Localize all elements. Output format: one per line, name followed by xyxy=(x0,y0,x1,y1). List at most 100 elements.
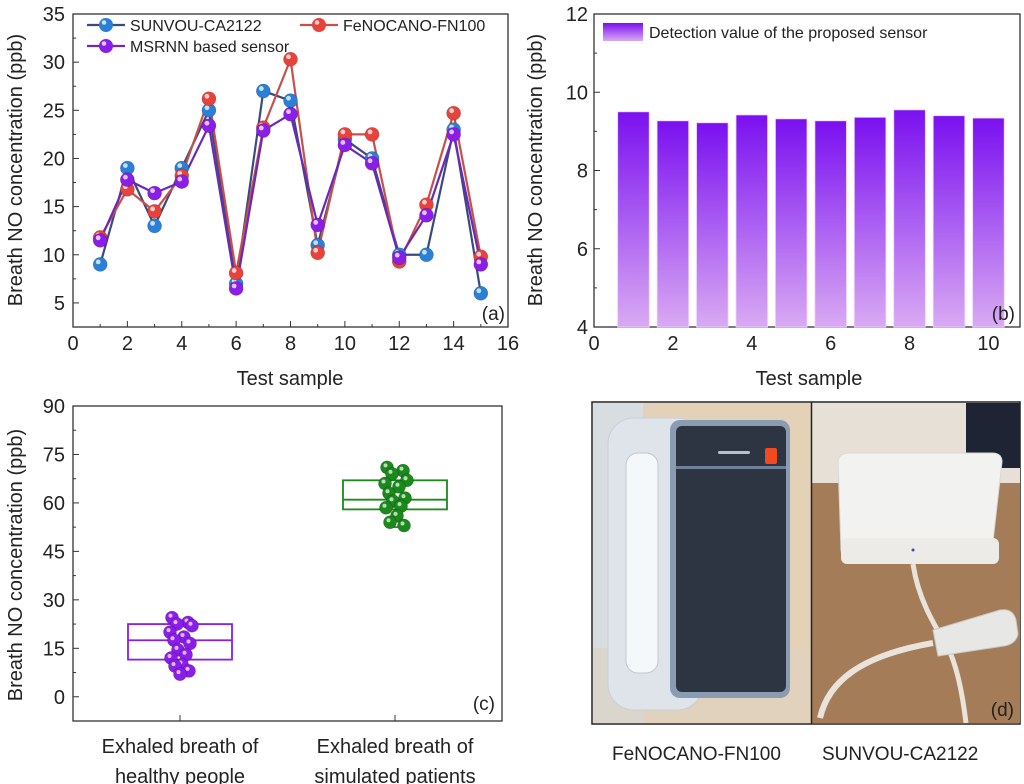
point-highlight xyxy=(395,482,400,487)
legend-marker xyxy=(99,18,113,32)
y-tick-label: 60 xyxy=(43,493,65,515)
x-tick-label: 8 xyxy=(285,333,296,355)
point-highlight xyxy=(168,613,173,618)
legend-marker xyxy=(312,18,326,32)
y-tick-label: 12 xyxy=(566,4,588,26)
data-point xyxy=(473,285,489,301)
data-point xyxy=(337,137,353,153)
x-tick-label: 12 xyxy=(388,333,410,355)
legend-marker-highlight xyxy=(101,20,107,25)
point-highlight xyxy=(258,86,264,91)
point-highlight xyxy=(167,654,172,658)
data-point xyxy=(392,479,406,494)
point-highlight xyxy=(449,129,455,135)
point-highlight xyxy=(150,220,155,226)
point-highlight xyxy=(403,476,408,481)
y-tick-label: 35 xyxy=(43,4,65,26)
data-point xyxy=(419,247,434,263)
point-highlight xyxy=(397,502,402,507)
point-highlight xyxy=(204,105,210,111)
data-point xyxy=(446,105,461,121)
point-highlight xyxy=(393,511,398,516)
x-tick-label: 14 xyxy=(443,333,465,355)
photo-fenocano-device xyxy=(593,403,811,723)
data-point xyxy=(174,174,190,189)
data-point xyxy=(446,127,461,142)
point-highlight xyxy=(340,140,346,145)
data-point xyxy=(173,667,187,681)
point-highlight xyxy=(313,240,319,246)
point-highlight xyxy=(95,259,101,265)
photo-sunvou-device xyxy=(812,403,1020,724)
x-category-label: Exhaled breath of xyxy=(102,736,259,758)
x-category-label: healthy people xyxy=(115,766,245,784)
point-highlight xyxy=(422,210,427,216)
point-highlight xyxy=(422,199,427,205)
x-tick-label: 2 xyxy=(667,333,678,355)
point-highlight xyxy=(204,93,210,99)
box xyxy=(342,479,448,511)
bar xyxy=(932,115,966,328)
x-tick-label: 2 xyxy=(122,333,133,355)
panel-a-label: (a) xyxy=(482,304,505,325)
bar xyxy=(893,109,926,328)
bar xyxy=(735,114,768,328)
panel-a-xlabel: Test sample xyxy=(237,368,344,390)
point-highlight xyxy=(367,129,373,135)
point-highlight xyxy=(231,268,237,273)
data-point xyxy=(147,185,162,201)
panel-c-label: (c) xyxy=(473,694,495,715)
panel-c-ylabel: Breath NO concentration (ppb) xyxy=(5,429,27,701)
legend-label: SUNVOU-CA2122 xyxy=(130,18,262,35)
panel-b-ylabel: Breath NO concentration (ppb) xyxy=(525,34,547,306)
bar xyxy=(814,120,847,328)
point-highlight xyxy=(400,521,405,526)
point-highlight xyxy=(382,503,387,508)
data-point xyxy=(397,518,411,533)
data-point xyxy=(147,218,162,234)
y-tick-label: 15 xyxy=(43,638,65,660)
caption-sunvou: SUNVOU-CA2122 xyxy=(822,744,979,765)
point-highlight xyxy=(177,170,183,176)
point-highlight xyxy=(258,125,264,131)
data-point xyxy=(120,172,135,187)
point-highlight xyxy=(386,518,391,523)
point-highlight xyxy=(389,497,394,502)
y-tick-label: 10 xyxy=(566,82,588,104)
chart-panel-b: 0 2 4 6 8 10 4 6 8 10 12 Detection value of the pr… xyxy=(525,4,1021,390)
y-tick-label: 0 xyxy=(54,687,65,709)
x-category-label: simulated patients xyxy=(314,766,475,784)
data-point xyxy=(383,515,397,530)
point-highlight xyxy=(171,662,176,667)
x-tick-label: 10 xyxy=(334,333,356,355)
point-highlight xyxy=(394,252,400,258)
bar xyxy=(696,122,729,328)
point-highlight xyxy=(188,621,193,626)
point-highlight xyxy=(422,249,427,255)
panel-a-ylabel: Breath NO concentration (ppb) xyxy=(5,34,27,306)
data-point xyxy=(228,265,244,281)
data-point xyxy=(185,618,199,633)
data-point xyxy=(391,250,407,265)
y-tick-label: 15 xyxy=(43,197,65,219)
point-highlight xyxy=(170,636,175,641)
panel-d-label: (d) xyxy=(991,700,1014,721)
point-highlight xyxy=(385,489,390,494)
point-highlight xyxy=(401,494,406,499)
data-point xyxy=(256,123,271,138)
x-tick-label: 0 xyxy=(588,333,599,355)
point-highlight xyxy=(286,109,291,115)
y-tick-label: 30 xyxy=(43,590,65,612)
point-highlight xyxy=(340,129,346,135)
panel-b-xlabel: Test sample xyxy=(756,368,863,390)
legend-swatch xyxy=(603,23,643,41)
point-highlight xyxy=(313,220,319,225)
data-point xyxy=(379,500,393,515)
x-tick-label: 10 xyxy=(977,333,999,355)
data-point xyxy=(283,106,298,122)
data-point xyxy=(283,93,298,108)
power-button-icon xyxy=(765,448,777,464)
data-point xyxy=(201,118,217,134)
data-point xyxy=(310,217,325,233)
point-highlight xyxy=(449,108,455,114)
